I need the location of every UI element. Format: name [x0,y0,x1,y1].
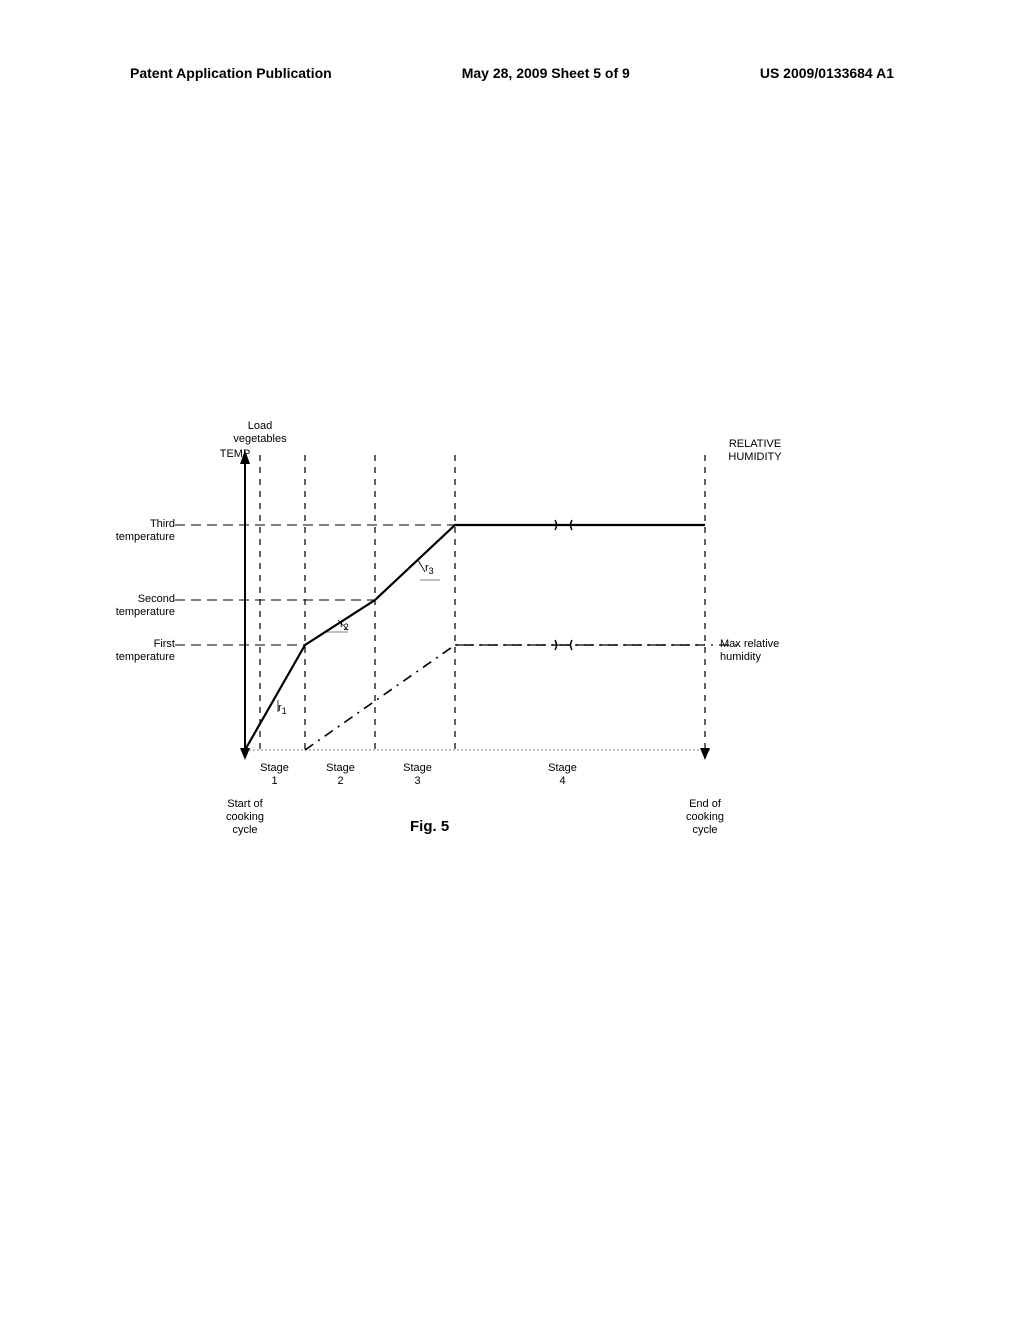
stage1-label: Stage1 [252,762,297,788]
third-temp-label: Thirdtemperature [110,518,175,544]
max-humidity-label: Max relativehumidity [720,638,795,664]
end-cooking-label: End ofcookingcycle [675,798,735,838]
first-temp-label: Firsttemperature [110,638,175,664]
figure-5: Loadvegetables TEMP RELATIVEHUMIDITY Thi… [0,420,1024,890]
header-right: US 2009/0133684 A1 [760,65,894,81]
temp-axis-label: TEMP [210,448,260,461]
second-temp-label: Secondtemperature [110,593,175,619]
stage3-label: Stage3 [395,762,440,788]
header-left: Patent Application Publication [130,65,332,81]
start-cooking-label: Start ofcookingcycle [215,798,275,838]
r1-label: r1 [278,702,287,717]
figure-caption: Fig. 5 [410,818,449,835]
r3-label: r3 [425,562,434,577]
r2-label: r2 [340,618,349,633]
header-center: May 28, 2009 Sheet 5 of 9 [462,65,630,81]
stage4-label: Stage4 [540,762,585,788]
humidity-axis-label: RELATIVEHUMIDITY [720,438,790,464]
stage2-label: Stage2 [318,762,363,788]
load-vegetables-label: Loadvegetables [225,420,295,446]
